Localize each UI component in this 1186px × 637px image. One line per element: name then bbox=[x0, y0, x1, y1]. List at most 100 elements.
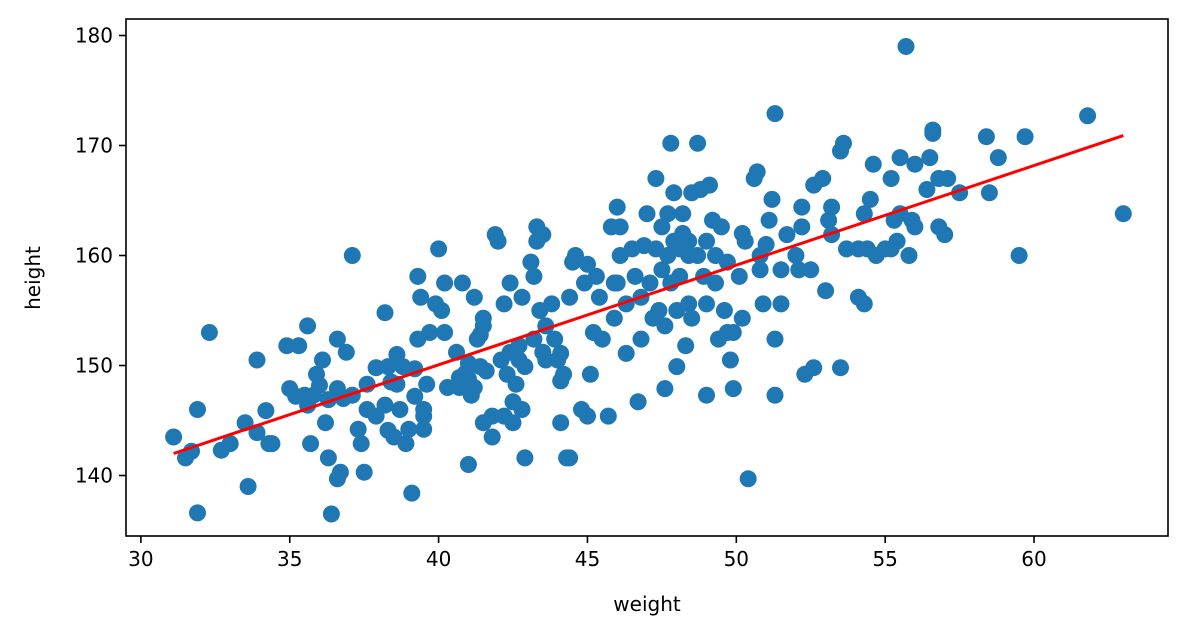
data-point bbox=[838, 240, 855, 258]
data-point bbox=[248, 351, 266, 369]
data-point bbox=[513, 401, 531, 418]
data-point bbox=[302, 435, 320, 453]
data-point bbox=[189, 401, 206, 418]
y-axis-label: height bbox=[21, 246, 45, 310]
data-point bbox=[165, 428, 183, 446]
data-point bbox=[766, 330, 784, 348]
data-point bbox=[495, 295, 513, 313]
data-point bbox=[513, 288, 531, 306]
data-point bbox=[552, 344, 570, 362]
data-point bbox=[617, 344, 635, 362]
data-point bbox=[721, 351, 739, 369]
data-point bbox=[823, 198, 841, 216]
data-point bbox=[605, 309, 623, 327]
data-point bbox=[629, 393, 647, 411]
data-point bbox=[677, 337, 695, 355]
data-point bbox=[891, 149, 909, 167]
data-point bbox=[587, 267, 605, 285]
data-point bbox=[430, 240, 448, 258]
data-point bbox=[403, 484, 421, 502]
data-point bbox=[835, 134, 852, 152]
data-point bbox=[739, 470, 757, 488]
data-point bbox=[921, 149, 939, 167]
x-tick-label: 60 bbox=[1021, 547, 1046, 571]
data-point bbox=[939, 170, 957, 187]
data-point bbox=[802, 261, 820, 279]
y-tick-label: 150 bbox=[75, 354, 113, 378]
data-point bbox=[579, 407, 596, 425]
data-point bbox=[299, 317, 317, 335]
data-point bbox=[724, 324, 742, 341]
data-point bbox=[608, 274, 626, 292]
data-point bbox=[465, 379, 483, 396]
data-point bbox=[698, 386, 715, 404]
data-point bbox=[757, 236, 775, 253]
data-point bbox=[787, 247, 805, 264]
data-point bbox=[510, 337, 528, 355]
x-tick-label: 30 bbox=[128, 547, 153, 571]
data-point bbox=[790, 261, 808, 279]
data-point bbox=[662, 134, 680, 152]
data-point bbox=[671, 267, 689, 285]
data-point bbox=[391, 401, 409, 418]
data-point bbox=[418, 375, 436, 393]
data-point bbox=[379, 358, 397, 376]
data-point bbox=[328, 330, 346, 348]
data-point bbox=[552, 414, 570, 432]
data-point bbox=[668, 358, 686, 376]
data-point bbox=[421, 324, 439, 341]
data-point bbox=[772, 295, 790, 313]
data-point bbox=[1079, 107, 1097, 125]
data-point bbox=[906, 218, 924, 236]
x-tick-label: 50 bbox=[724, 547, 749, 571]
data-point bbox=[537, 351, 555, 369]
data-point bbox=[483, 407, 501, 425]
x-axis-label: weight bbox=[613, 592, 681, 616]
data-point bbox=[436, 324, 454, 341]
data-point bbox=[888, 232, 906, 250]
data-point bbox=[483, 428, 501, 446]
data-point bbox=[793, 198, 811, 216]
data-point bbox=[707, 274, 724, 292]
data-point bbox=[415, 420, 433, 438]
data-point bbox=[680, 295, 698, 313]
data-point bbox=[748, 163, 766, 181]
data-point bbox=[317, 414, 334, 432]
data-point bbox=[817, 282, 835, 300]
data-point bbox=[766, 105, 784, 123]
data-point bbox=[406, 387, 424, 405]
data-point bbox=[715, 302, 733, 319]
data-point bbox=[653, 261, 671, 279]
data-point bbox=[221, 435, 239, 453]
data-point bbox=[200, 324, 218, 341]
data-point bbox=[724, 380, 742, 398]
data-point bbox=[263, 435, 281, 453]
data-point bbox=[683, 309, 701, 327]
data-point bbox=[567, 247, 584, 264]
data-point bbox=[415, 401, 433, 418]
data-point bbox=[561, 449, 579, 467]
data-point bbox=[805, 359, 823, 377]
data-point bbox=[680, 232, 698, 250]
data-point bbox=[376, 396, 394, 414]
data-point bbox=[766, 386, 784, 404]
data-point bbox=[376, 304, 394, 322]
data-point bbox=[352, 435, 370, 453]
data-point bbox=[736, 232, 754, 250]
data-point bbox=[501, 274, 519, 292]
plot-area-frame bbox=[125, 18, 1169, 537]
data-point bbox=[290, 337, 308, 355]
data-point bbox=[525, 267, 543, 285]
data-point bbox=[599, 407, 617, 425]
data-point bbox=[459, 456, 477, 473]
data-point bbox=[546, 330, 564, 348]
data-point bbox=[689, 247, 707, 264]
data-point bbox=[701, 176, 718, 194]
y-tick-label: 170 bbox=[75, 134, 113, 158]
data-point bbox=[730, 267, 748, 285]
y-tick-label: 160 bbox=[75, 244, 113, 268]
data-point bbox=[906, 155, 924, 173]
data-point bbox=[611, 218, 629, 236]
data-point bbox=[882, 170, 900, 187]
data-point bbox=[1016, 128, 1034, 146]
